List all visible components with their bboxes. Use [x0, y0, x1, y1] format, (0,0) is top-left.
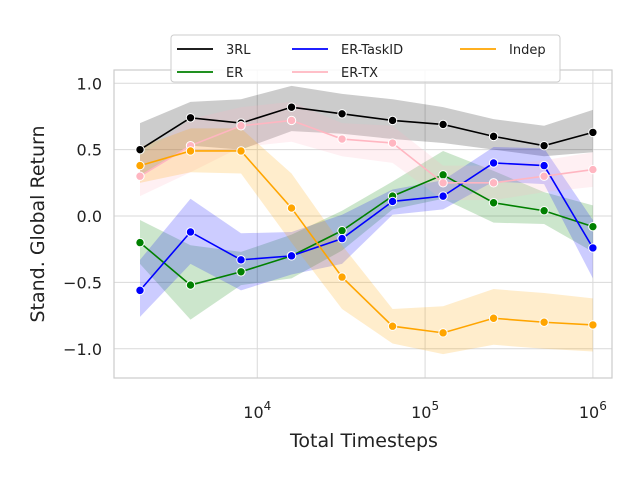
point-er-taskid	[588, 243, 598, 253]
point-indep	[135, 160, 145, 171]
point-er-tx	[286, 115, 297, 126]
band-3rl	[139, 85, 593, 177]
line-er-tx	[139, 119, 593, 184]
point-er-tx	[236, 121, 246, 131]
x-tick-base: 10	[579, 403, 599, 422]
x-tick-base: 10	[243, 403, 263, 422]
legend-label-indep: Indep	[509, 43, 546, 58]
point-3rl	[387, 115, 398, 126]
y-tick-label: −0.5	[63, 273, 102, 292]
y-tick-label: 0.0	[77, 207, 102, 226]
line-er	[139, 173, 594, 286]
point-er	[337, 225, 347, 236]
point-3rl	[286, 102, 297, 112]
point-3rl	[135, 144, 145, 155]
point-indep	[588, 320, 598, 330]
point-indep	[286, 203, 297, 213]
legend-label-er-taskid: ER-TaskID	[341, 43, 403, 58]
point-er-tx	[488, 178, 499, 188]
point-indep	[185, 146, 196, 156]
point-er-tx	[539, 171, 549, 181]
point-er-taskid	[387, 196, 398, 207]
x-tick-label: 104	[243, 399, 271, 422]
x-tick-label: 105	[411, 399, 439, 422]
line-3rl	[139, 106, 594, 151]
point-3rl	[539, 140, 549, 151]
point-er-taskid	[438, 191, 448, 201]
point-er-tx	[588, 164, 598, 175]
y-tick-label: 1.0	[77, 74, 102, 93]
y-tick-label: 0.5	[77, 141, 102, 160]
point-er-taskid	[185, 227, 196, 237]
point-er-tx	[337, 134, 347, 144]
x-tick-exponent: 5	[431, 399, 439, 413]
line-er-taskid	[139, 162, 594, 291]
band-indep	[139, 128, 593, 355]
point-indep	[337, 272, 347, 282]
legend-label-er: ER	[226, 66, 243, 81]
x-tick-labels: 104 105 106	[243, 399, 607, 422]
band-er-tx	[139, 101, 593, 201]
point-er-tx	[438, 178, 448, 188]
series-points	[135, 102, 598, 338]
point-3rl	[438, 119, 448, 130]
y-tick-labels: 1.0 0.5 0.0 −0.5 −1.0	[63, 74, 102, 359]
point-er-taskid	[337, 233, 347, 244]
point-er-taskid	[236, 255, 246, 265]
y-axis-label: Stand. Global Return	[27, 125, 49, 322]
legend: 3RL ER ER-TaskID ER-TX Indep	[170, 34, 561, 83]
point-er	[236, 267, 246, 277]
band-er	[139, 150, 593, 320]
point-er-taskid	[135, 285, 145, 296]
point-er	[488, 198, 499, 208]
y-tick-label: −1.0	[63, 340, 102, 359]
legend-box	[170, 34, 561, 83]
series-lines	[139, 106, 594, 334]
x-tick-label: 106	[579, 399, 607, 422]
x-axis-label: Total Timesteps	[289, 430, 438, 452]
x-tick-exponent: 6	[599, 399, 607, 413]
point-er-taskid	[488, 158, 499, 168]
point-indep	[539, 317, 549, 327]
point-3rl	[488, 131, 499, 142]
x-tick-exponent: 4	[264, 399, 272, 413]
point-er-taskid	[539, 160, 549, 171]
point-indep	[387, 321, 398, 331]
point-indep	[438, 328, 448, 338]
legend-label-er-tx: ER-TX	[341, 66, 378, 81]
legend-label-3rl: 3RL	[226, 43, 251, 58]
point-3rl	[588, 127, 598, 138]
point-er	[539, 206, 549, 216]
point-indep	[488, 313, 499, 323]
point-er	[185, 280, 196, 290]
point-indep	[236, 146, 246, 156]
point-er	[135, 237, 145, 248]
band-er-taskid	[139, 147, 593, 317]
point-er-taskid	[286, 251, 297, 261]
point-er-tx	[387, 138, 398, 148]
point-er	[438, 170, 448, 180]
point-er	[588, 221, 598, 232]
confidence-bands	[139, 85, 593, 355]
point-3rl	[185, 113, 196, 123]
point-3rl	[337, 109, 347, 119]
line-indep	[139, 150, 593, 334]
point-er-tx	[135, 171, 145, 181]
x-tick-base: 10	[411, 403, 431, 422]
